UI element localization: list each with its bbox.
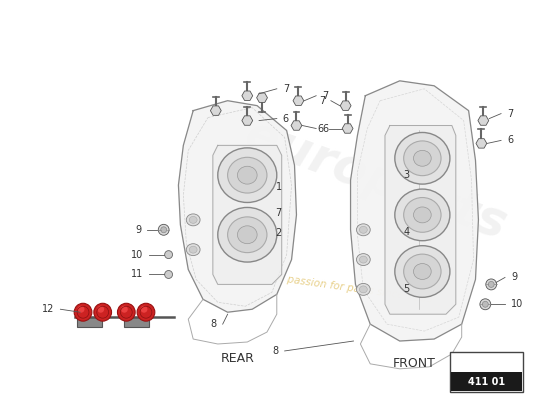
Bar (124, 317, 149, 327)
Text: 10: 10 (511, 299, 523, 309)
Circle shape (486, 279, 497, 290)
Ellipse shape (414, 150, 431, 166)
Text: 6: 6 (283, 114, 289, 124)
Text: 8: 8 (211, 319, 217, 329)
Ellipse shape (395, 132, 450, 184)
Circle shape (164, 270, 173, 278)
Circle shape (74, 303, 92, 321)
Ellipse shape (218, 148, 277, 202)
Ellipse shape (238, 226, 257, 244)
Circle shape (97, 306, 104, 313)
Polygon shape (350, 81, 478, 341)
Text: 411 01: 411 01 (468, 377, 505, 387)
Polygon shape (385, 126, 456, 314)
Ellipse shape (189, 246, 197, 253)
Circle shape (482, 301, 488, 307)
Ellipse shape (359, 226, 367, 233)
Circle shape (141, 306, 147, 313)
Circle shape (158, 224, 169, 235)
Text: 9: 9 (135, 225, 141, 235)
Ellipse shape (395, 189, 450, 241)
Bar (451, 372, 522, 391)
Circle shape (94, 303, 112, 321)
Text: 1: 1 (276, 182, 282, 192)
Circle shape (164, 251, 173, 258)
Text: 6: 6 (317, 124, 323, 134)
Polygon shape (178, 101, 296, 312)
Text: 7: 7 (507, 109, 513, 119)
Text: 2: 2 (276, 228, 282, 238)
Text: 6: 6 (322, 124, 328, 134)
Text: 5: 5 (404, 284, 410, 294)
Circle shape (137, 303, 155, 321)
Text: 4: 4 (404, 227, 410, 237)
Text: 12: 12 (42, 304, 54, 314)
Ellipse shape (359, 256, 367, 263)
Text: 7: 7 (276, 208, 282, 218)
Circle shape (121, 306, 128, 313)
Ellipse shape (395, 246, 450, 297)
Text: 7: 7 (319, 96, 325, 106)
Text: FRONT: FRONT (393, 357, 436, 370)
Text: 3: 3 (404, 170, 410, 180)
Text: a passion for parts since 1985: a passion for parts since 1985 (277, 274, 434, 305)
Text: 7: 7 (322, 91, 328, 101)
Text: 9: 9 (511, 272, 517, 282)
Circle shape (118, 303, 135, 321)
Bar (450, 352, 522, 392)
Ellipse shape (186, 214, 200, 226)
Text: 10: 10 (131, 250, 143, 260)
Ellipse shape (189, 216, 197, 223)
Text: 8: 8 (273, 346, 279, 356)
Circle shape (480, 299, 491, 310)
Ellipse shape (228, 157, 267, 193)
Circle shape (78, 306, 85, 313)
Ellipse shape (238, 166, 257, 184)
Ellipse shape (356, 284, 370, 295)
Ellipse shape (218, 208, 277, 262)
Text: 11: 11 (131, 270, 143, 280)
Bar (77, 317, 102, 327)
Ellipse shape (404, 198, 441, 232)
Text: 6: 6 (507, 136, 513, 146)
Ellipse shape (404, 254, 441, 289)
Circle shape (161, 227, 167, 233)
Ellipse shape (356, 254, 370, 266)
Ellipse shape (186, 244, 200, 256)
Ellipse shape (359, 286, 367, 293)
Ellipse shape (414, 264, 431, 280)
Text: REAR: REAR (221, 352, 255, 365)
Ellipse shape (414, 207, 431, 223)
Text: 7: 7 (283, 84, 289, 94)
Text: europarts: europarts (237, 110, 513, 250)
Ellipse shape (228, 217, 267, 253)
Circle shape (488, 282, 494, 287)
Ellipse shape (404, 141, 441, 176)
Polygon shape (213, 145, 282, 284)
Ellipse shape (356, 224, 370, 236)
